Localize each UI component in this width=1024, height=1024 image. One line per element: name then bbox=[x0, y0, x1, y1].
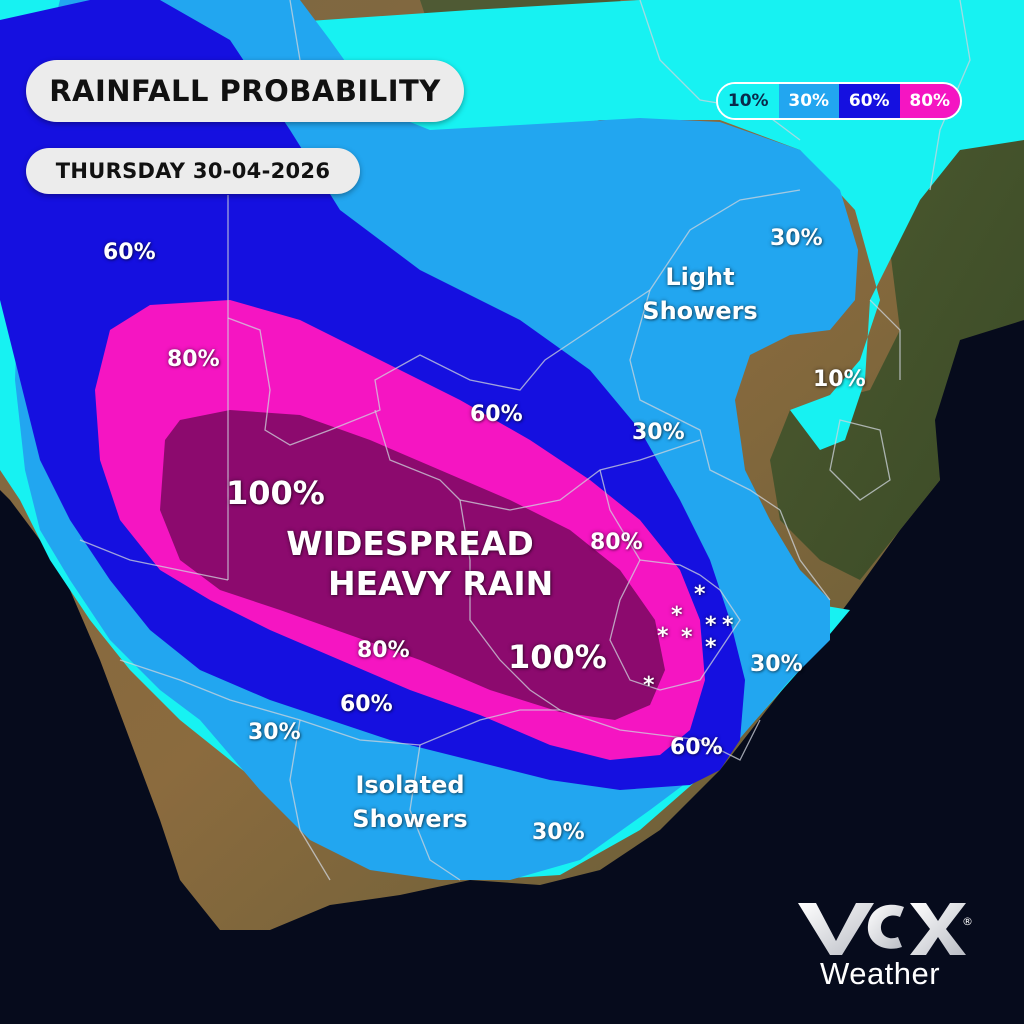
snow-marker: * bbox=[694, 582, 706, 607]
label-10-east: 10% bbox=[813, 367, 866, 392]
label-100-west: 100% bbox=[226, 474, 325, 512]
isolated-showers-line-2: Showers bbox=[352, 805, 468, 833]
registered-mark: ® bbox=[962, 915, 972, 928]
snow-marker: * bbox=[705, 635, 717, 660]
legend-swatch-30: 30% bbox=[778, 84, 839, 118]
legend-swatch-80: 80% bbox=[899, 84, 960, 118]
legend-swatch-60: 60% bbox=[839, 84, 900, 118]
headline-line-2: HEAVY RAIN bbox=[328, 564, 554, 603]
snow-marker: * bbox=[643, 673, 655, 698]
brand-wordmark: Weather bbox=[820, 956, 941, 991]
snow-marker: * bbox=[705, 613, 717, 638]
snow-marker: * bbox=[681, 625, 693, 650]
vox-logo: ® bbox=[798, 903, 972, 955]
probability-legend: 10% 30% 60% 80% bbox=[716, 82, 962, 120]
label-60-south: 60% bbox=[340, 692, 393, 717]
legend-label-30: 30% bbox=[788, 91, 830, 111]
snow-marker: * bbox=[722, 613, 734, 638]
light-showers-label: Light Showers bbox=[630, 260, 770, 328]
label-60-southeast: 60% bbox=[670, 735, 723, 760]
snow-marker: * bbox=[657, 624, 669, 649]
snow-marker: * bbox=[671, 603, 683, 628]
label-30-southwest: 30% bbox=[248, 720, 301, 745]
map-title: RAINFALL PROBABILITY bbox=[26, 60, 464, 122]
legend-swatch-10: 10% bbox=[718, 84, 779, 118]
zone-100-percent bbox=[160, 410, 665, 720]
land-east-green bbox=[770, 130, 1024, 580]
label-30-east: 30% bbox=[750, 652, 803, 677]
legend-label-80: 80% bbox=[909, 91, 951, 111]
label-80-south: 80% bbox=[357, 638, 410, 663]
label-100-center: 100% bbox=[508, 638, 607, 676]
label-30-south: 30% bbox=[532, 820, 585, 845]
light-showers-line-2: Showers bbox=[642, 297, 758, 325]
isolated-showers-label: Isolated Showers bbox=[340, 768, 480, 836]
legend-label-60: 60% bbox=[848, 91, 890, 111]
label-60-north: 60% bbox=[470, 402, 523, 427]
label-80-west: 80% bbox=[167, 347, 220, 372]
label-30-northeast: 30% bbox=[770, 226, 823, 251]
isolated-showers-line-1: Isolated bbox=[355, 771, 465, 799]
light-showers-line-1: Light bbox=[665, 263, 735, 291]
forecast-date: THURSDAY 30-04-2026 bbox=[26, 148, 360, 194]
label-30-central: 30% bbox=[632, 420, 685, 445]
headline-line-1: WIDESPREAD bbox=[286, 524, 534, 563]
headline-heavy-rain: WIDESPREAD HEAVY RAIN bbox=[280, 524, 554, 604]
legend-label-10: 10% bbox=[727, 91, 769, 111]
label-80-east: 80% bbox=[590, 530, 643, 555]
label-60-west: 60% bbox=[103, 240, 156, 265]
